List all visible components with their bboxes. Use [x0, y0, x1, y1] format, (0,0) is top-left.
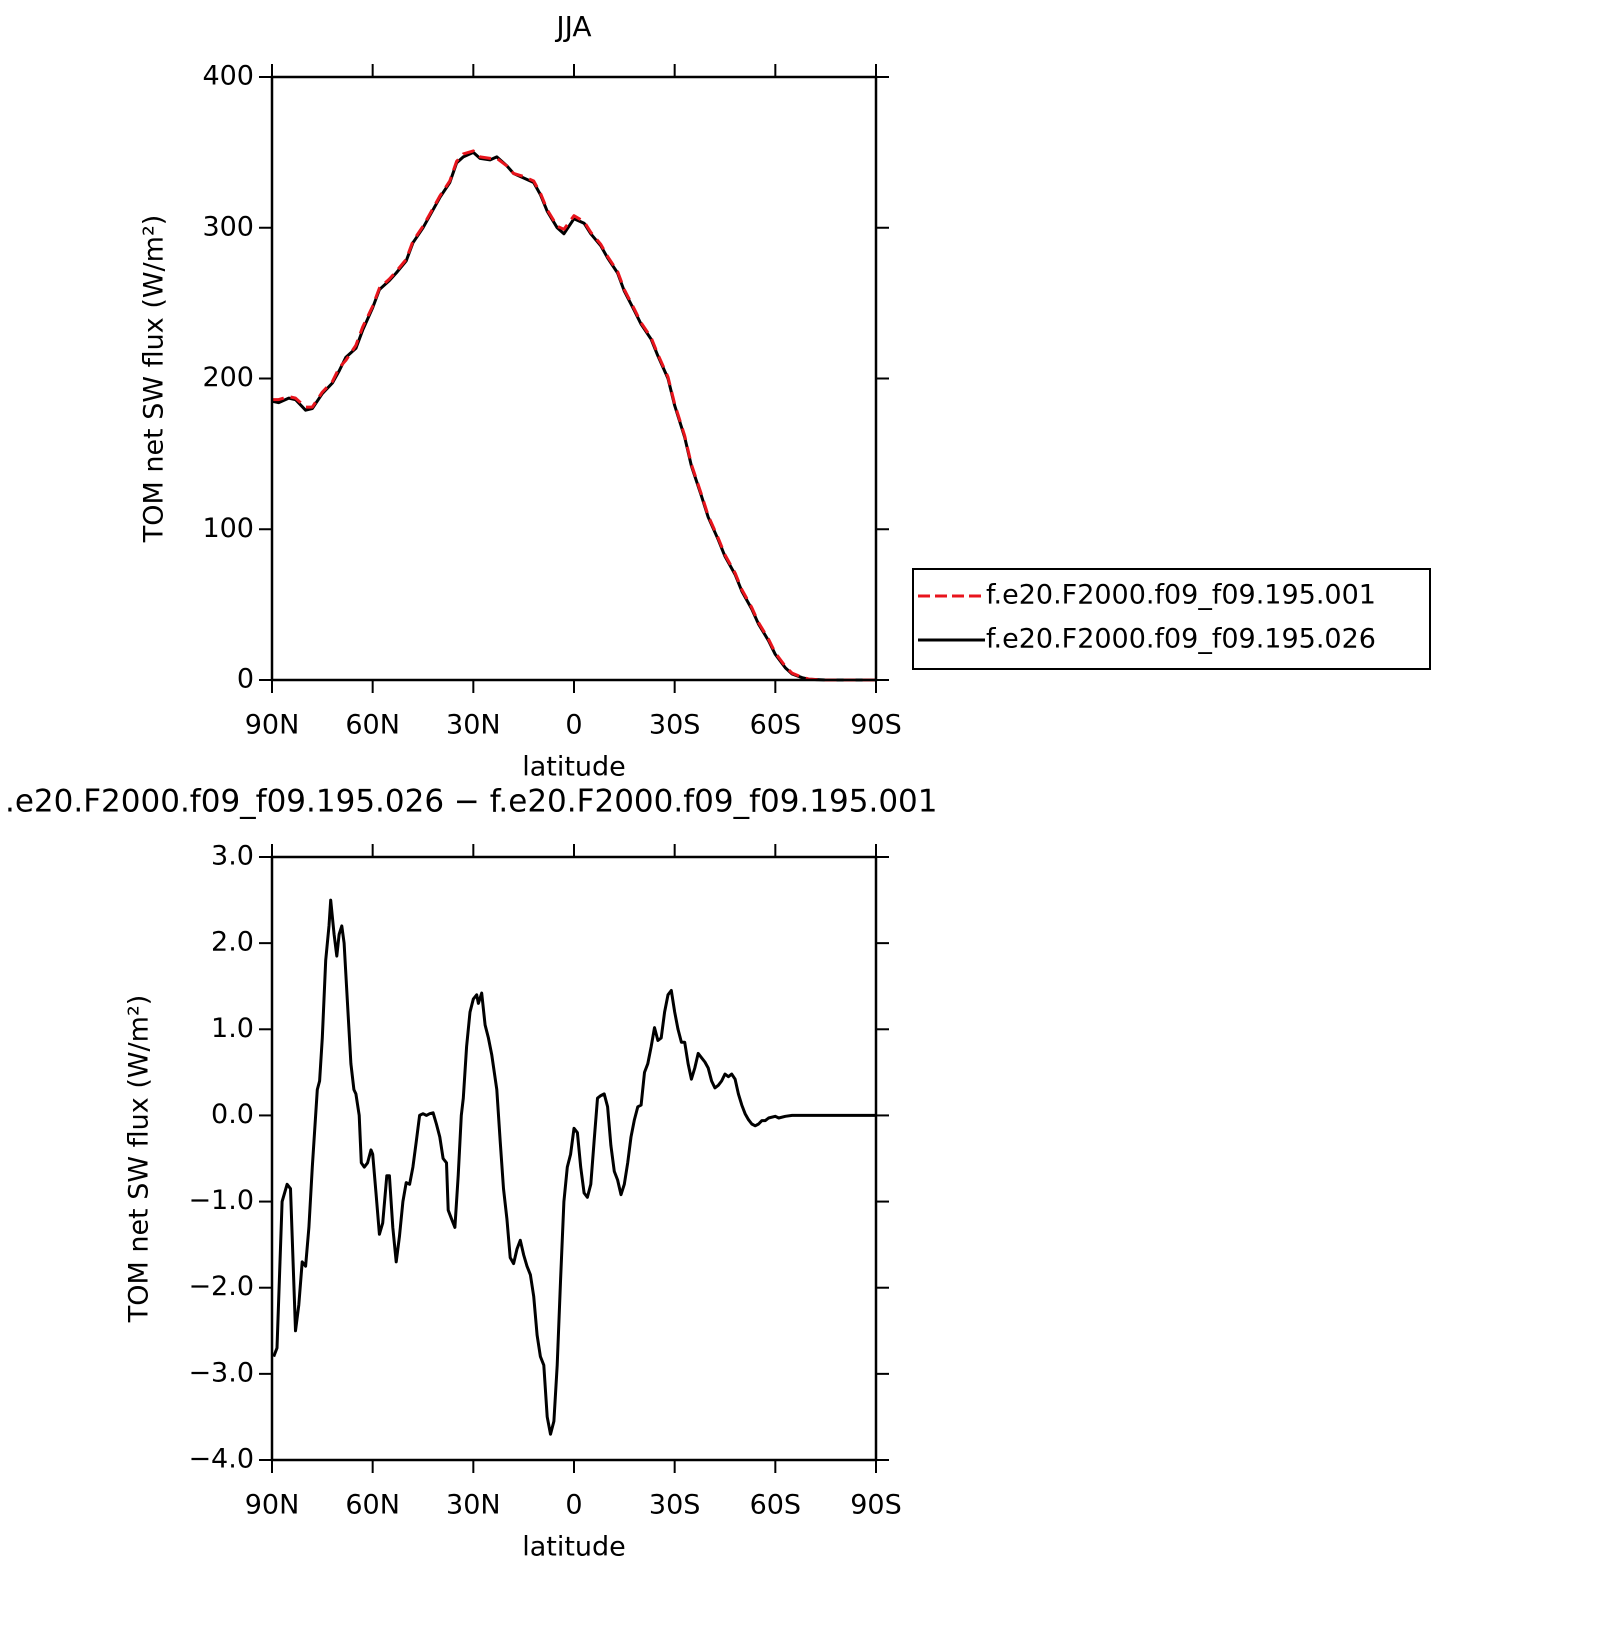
x-tick-label: 60N [345, 1490, 400, 1521]
chart-title: .e20.F2000.f09_f09.195.026 − f.e20.F2000… [5, 784, 937, 820]
plot-frame [270, 855, 878, 1462]
x-tick-label: 30N [446, 1490, 501, 1521]
legend-label: f.e20.F2000.f09_f09.195.026 [986, 624, 1376, 655]
x-tick-label: 0 [565, 1490, 582, 1521]
x-tick-label: 30N [446, 710, 501, 741]
y-tick-label: −2.0 [188, 1271, 254, 1302]
x-tick-label: 90S [850, 1490, 902, 1521]
chart-title: JJA [554, 10, 591, 43]
y-tick-label: 300 [202, 211, 254, 242]
y-tick-label: 3.0 [211, 841, 254, 872]
y-tick-label: 0 [237, 664, 254, 695]
y-tick-label: 1.0 [211, 1013, 254, 1044]
data-line [272, 149, 876, 682]
x-tick-label: 0 [565, 710, 582, 741]
x-tick-label: 60S [750, 1490, 802, 1521]
y-tick-label: 400 [202, 61, 254, 92]
plot-frame [270, 75, 878, 682]
y-tick-label: 200 [202, 362, 254, 393]
y-tick-label: 0.0 [211, 1099, 254, 1130]
data-line [272, 898, 876, 1436]
y-axis-label: TOM net SW flux (W/m²) [139, 215, 170, 544]
legend-box [912, 568, 1431, 670]
x-tick-label: 60S [750, 710, 802, 741]
y-tick-label: −3.0 [188, 1357, 254, 1388]
x-tick-label: 90N [245, 710, 300, 741]
x-tick-label: 30S [649, 1490, 701, 1521]
x-axis-label: latitude [522, 1532, 626, 1563]
y-tick-label: 100 [202, 513, 254, 544]
x-axis-label: latitude [522, 752, 626, 783]
y-tick-label: 2.0 [211, 927, 254, 958]
data-line [271, 150, 876, 682]
y-tick-label: −1.0 [188, 1185, 254, 1216]
y-axis-label: TOM net SW flux (W/m²) [124, 995, 155, 1324]
x-tick-label: 90N [245, 1490, 300, 1521]
x-tick-label: 60N [345, 710, 400, 741]
x-tick-label: 30S [649, 710, 701, 741]
legend-label: f.e20.F2000.f09_f09.195.001 [986, 580, 1376, 611]
x-tick-label: 90S [850, 710, 902, 741]
y-tick-label: −4.0 [188, 1444, 254, 1475]
